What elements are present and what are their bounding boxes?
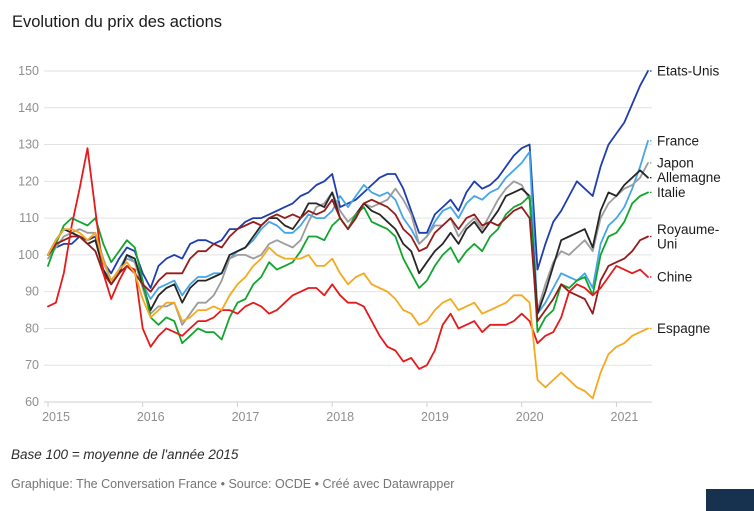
- series-label-Italie: Italie: [657, 185, 686, 200]
- x-tick-label-2020: 2020: [516, 410, 544, 424]
- x-tick-label-2017: 2017: [232, 410, 260, 424]
- y-tick-label-110: 110: [19, 211, 39, 225]
- y-tick-label-130: 130: [18, 138, 39, 152]
- y-tick-label-70: 70: [25, 358, 39, 372]
- series-label-Chine: Chine: [657, 269, 692, 284]
- x-tick-label-2019: 2019: [421, 410, 449, 424]
- series-label-France: France: [657, 133, 699, 148]
- chart-caption: Graphique: The Conversation France • Sou…: [11, 477, 455, 491]
- x-tick-label-2018: 2018: [326, 410, 354, 424]
- y-tick-label-60: 60: [25, 395, 39, 409]
- y-grid: [44, 70, 652, 403]
- series-line-France: [47, 140, 649, 315]
- x-tick-label-2016: 2016: [137, 410, 165, 424]
- x-tick-label-2015: 2015: [42, 410, 70, 424]
- series-label-Etats-Unis: Etats-Unis: [657, 64, 720, 79]
- y-tick-label-140: 140: [18, 101, 39, 115]
- y-tick-label-90: 90: [25, 285, 39, 299]
- series-line-Espagne: [47, 228, 649, 400]
- datawrapper-logo: [706, 489, 754, 511]
- series-line-Royaume-Uni: [47, 198, 649, 323]
- chart-note: Base 100 = moyenne de l'année 2015: [11, 447, 239, 462]
- chart-title: Evolution du prix des actions: [12, 13, 223, 31]
- series-label-Japon: Japon: [657, 155, 694, 170]
- y-tick-label-100: 100: [18, 248, 39, 262]
- y-tick-label-150: 150: [18, 64, 39, 78]
- series-line-Japon: [47, 162, 649, 326]
- series-label-Allemagne: Allemagne: [657, 170, 721, 185]
- x-tick-label-2021: 2021: [611, 410, 639, 424]
- series-label-Royaume-Uni: Uni: [657, 236, 677, 251]
- series-lines: [47, 70, 649, 400]
- series-label-Royaume-Uni: Royaume-: [657, 222, 719, 237]
- series-label-Espagne: Espagne: [657, 321, 710, 336]
- x-tick-labels: 2015 2016 2017 2018 2019 2020 2021: [42, 402, 638, 424]
- y-tick-labels: 60 70 80 90 100 110 120 130 140 150: [18, 64, 39, 409]
- series-line-Etats-Unis: [47, 70, 649, 289]
- y-tick-label-80: 80: [25, 321, 39, 335]
- y-tick-label-120: 120: [18, 174, 39, 188]
- series-line-Chine: [47, 147, 649, 370]
